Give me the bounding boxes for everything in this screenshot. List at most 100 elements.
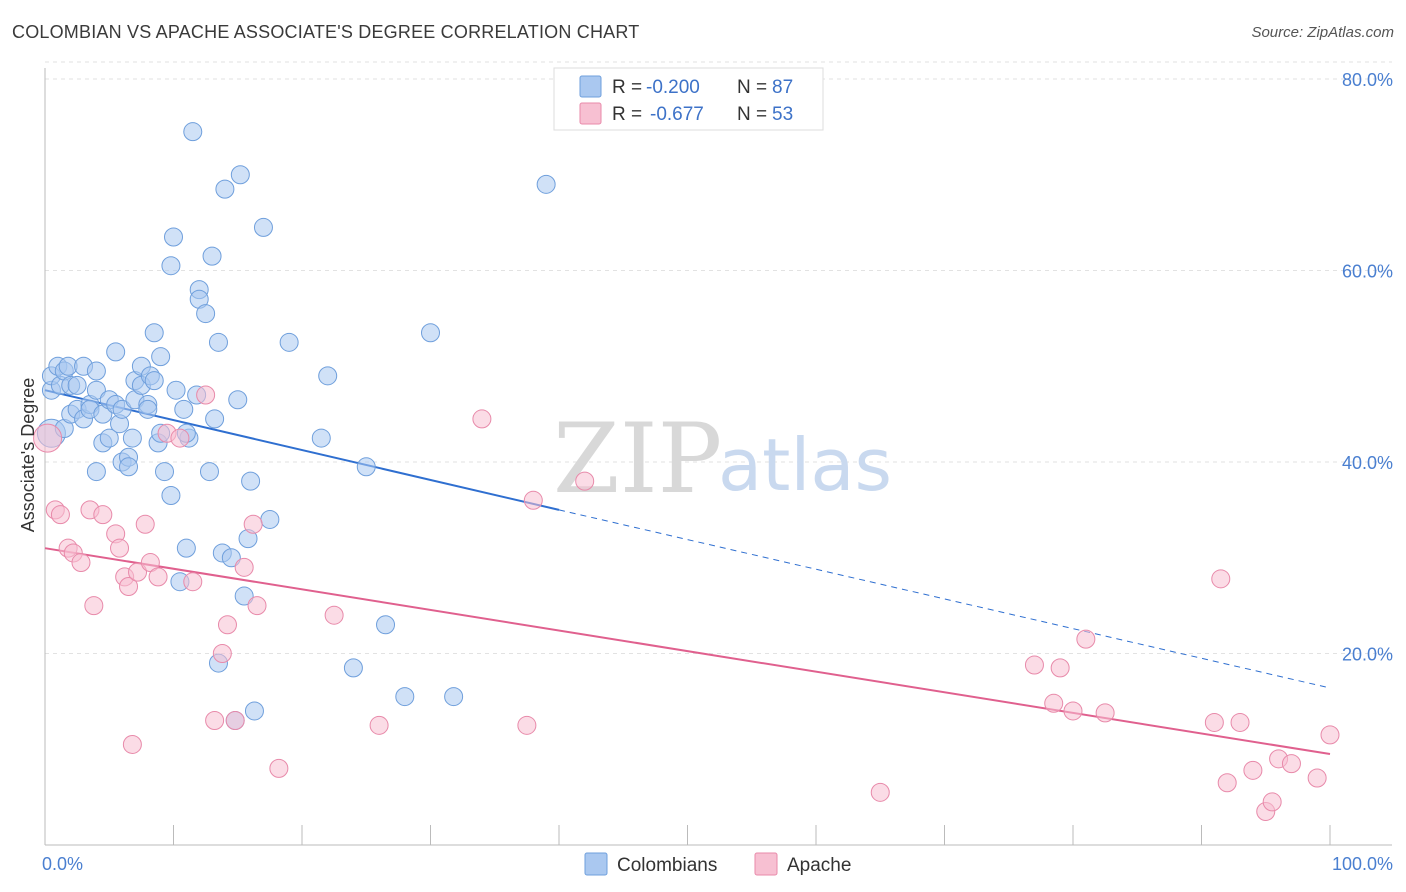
- data-point-1: [1044, 693, 1064, 713]
- data-point-0: [86, 361, 106, 381]
- data-point-1: [1204, 712, 1224, 732]
- bottom-legend-swatch: [584, 852, 608, 876]
- data-point-0: [343, 658, 363, 678]
- data-point-1: [1211, 569, 1231, 589]
- source-label: Source: ZipAtlas.com: [1251, 24, 1394, 41]
- data-point-0: [86, 462, 106, 482]
- data-point-1: [50, 505, 70, 525]
- data-point-0: [221, 548, 241, 568]
- data-points: [33, 122, 1340, 821]
- data-point-0: [395, 687, 415, 707]
- bottom-legend-swatch: [754, 852, 778, 876]
- data-point-1: [870, 782, 890, 802]
- y-axis-label: Associate's Degree: [18, 378, 38, 533]
- legend-r-value: -0.677: [650, 104, 704, 125]
- data-point-1: [170, 428, 190, 448]
- data-point-0: [86, 380, 106, 400]
- data-point-1: [1243, 760, 1263, 780]
- data-point-0: [228, 390, 248, 410]
- data-point-1: [517, 715, 537, 735]
- data-point-1: [247, 596, 267, 616]
- data-point-0: [155, 462, 175, 482]
- bottom-legend: Colombians Apache: [584, 852, 851, 876]
- data-point-0: [318, 366, 338, 386]
- data-point-1: [110, 538, 130, 558]
- data-point-1: [135, 514, 155, 534]
- data-point-1: [212, 644, 232, 663]
- tick-labels: 20.0% 40.0% 60.0% 80.0% 0.0% 100.0%: [42, 70, 1393, 874]
- data-point-0: [122, 428, 142, 448]
- data-point-0: [176, 538, 196, 558]
- data-point-1: [205, 711, 225, 731]
- watermark-zip: ZIP: [553, 403, 722, 515]
- data-point-1: [243, 514, 263, 534]
- data-point-1: [1230, 712, 1250, 732]
- data-point-0: [421, 323, 440, 343]
- data-point-0: [166, 380, 186, 400]
- data-point-0: [536, 174, 556, 194]
- data-point-1: [1217, 773, 1237, 793]
- legend-r-value: -0.200: [646, 77, 700, 98]
- data-point-1: [84, 596, 104, 616]
- data-point-1: [225, 711, 245, 731]
- data-point-0: [138, 399, 158, 419]
- legend-n-value: 87: [772, 77, 793, 98]
- data-point-1: [472, 409, 492, 429]
- data-point-1: [1307, 768, 1327, 788]
- x-tick-label: 0.0%: [42, 854, 83, 874]
- legend-swatch: [579, 102, 602, 125]
- legend-r-label: R =: [612, 104, 642, 125]
- data-point-0: [196, 304, 216, 324]
- data-point-1: [122, 734, 142, 754]
- data-point-0: [119, 457, 139, 477]
- y-tick-label: 40.0%: [1342, 453, 1393, 473]
- data-point-1: [575, 471, 595, 491]
- bottom-legend-label: Apache: [787, 855, 851, 876]
- legend: R = -0.200 N = 87 R = -0.677 N = 53: [553, 67, 824, 131]
- data-point-1: [1262, 792, 1282, 812]
- data-point-0: [151, 347, 171, 367]
- y-tick-label: 20.0%: [1342, 645, 1393, 665]
- data-point-0: [234, 586, 254, 606]
- data-point-0: [202, 246, 222, 266]
- data-point-1: [324, 605, 344, 625]
- chart-title: COLOMBIAN VS APACHE ASSOCIATE'S DEGREE C…: [12, 22, 640, 42]
- data-point-0: [199, 462, 219, 482]
- data-point-1: [33, 423, 63, 453]
- data-point-1: [128, 562, 148, 582]
- data-point-0: [244, 701, 264, 721]
- data-point-0: [208, 332, 228, 352]
- watermark-atlas: atlas: [718, 423, 892, 507]
- data-point-0: [279, 332, 299, 352]
- data-point-1: [1024, 655, 1044, 675]
- data-point-1: [1063, 701, 1083, 721]
- data-point-1: [93, 505, 113, 525]
- axes: [44, 68, 1392, 846]
- data-point-0: [174, 399, 194, 419]
- data-point-0: [311, 428, 331, 448]
- data-point-1: [1095, 703, 1115, 723]
- data-point-1: [1050, 658, 1070, 678]
- data-point-1: [1281, 754, 1301, 774]
- data-point-0: [444, 687, 464, 707]
- trend-line-1: [44, 547, 1331, 756]
- data-point-1: [71, 553, 91, 573]
- data-point-0: [67, 375, 87, 395]
- data-point-0: [376, 615, 396, 635]
- data-point-1: [234, 557, 254, 577]
- data-point-1: [196, 385, 216, 405]
- data-point-0: [241, 471, 261, 491]
- data-point-0: [183, 122, 203, 142]
- data-point-1: [1076, 629, 1096, 649]
- data-point-1: [119, 576, 139, 596]
- data-point-1: [1320, 725, 1340, 745]
- data-point-0: [253, 217, 273, 237]
- data-point-0: [205, 409, 225, 429]
- data-point-0: [230, 165, 250, 185]
- data-point-0: [144, 323, 164, 343]
- legend-n-label: N =: [737, 77, 767, 98]
- data-point-0: [144, 371, 164, 391]
- legend-n-value: 53: [772, 104, 793, 125]
- watermark: ZIP atlas: [553, 403, 892, 515]
